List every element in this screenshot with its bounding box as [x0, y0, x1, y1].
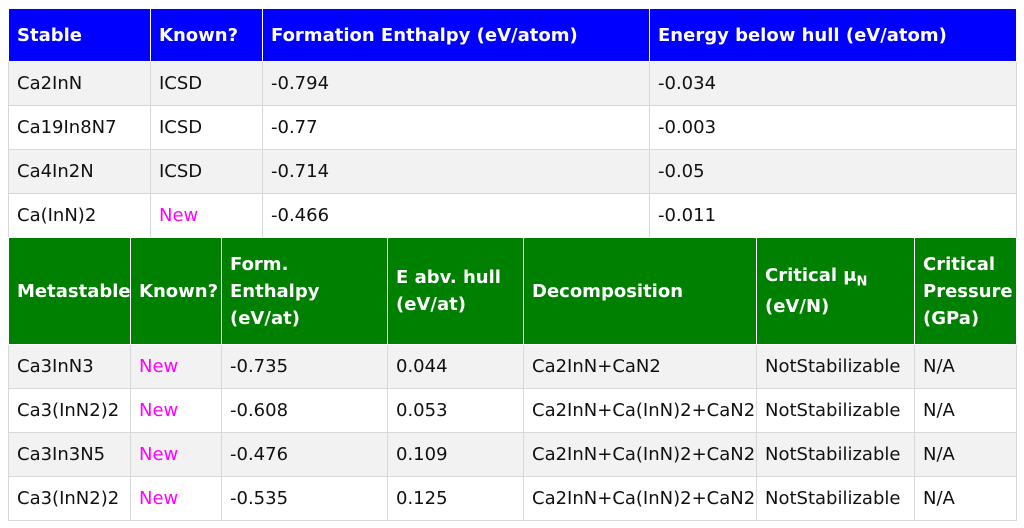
energy-above-hull: 0.053: [387, 388, 524, 433]
compound-name: Ca3In3N5: [8, 432, 131, 477]
critical-mu: NotStabilizable: [756, 432, 915, 477]
formation-enthalpy: -0.714: [262, 149, 650, 194]
metastable-header-row: Metastable Known? Form. Enthalpy (eV/at)…: [8, 237, 1017, 345]
table-row: Ca3In3N5 New -0.476 0.109 Ca2InN+Ca(InN)…: [8, 432, 1017, 477]
metastable-header-known: Known?: [130, 237, 222, 345]
compound-name: Ca19In8N7: [8, 105, 151, 150]
compound-name: Ca2InN: [8, 61, 151, 106]
known-status: ICSD: [150, 61, 263, 106]
critical-mu-label: Critical μ: [765, 265, 857, 287]
decomposition: Ca2InN+Ca(InN)2+CaN2: [523, 388, 757, 433]
decomposition: Ca2InN+Ca(InN)2+CaN2: [523, 432, 757, 477]
stable-header-row: Stable Known? Formation Enthalpy (eV/ato…: [8, 8, 1017, 62]
formation-enthalpy: -0.476: [221, 432, 388, 477]
energy-above-hull: 0.109: [387, 432, 524, 477]
critical-mu-unit: (eV/N): [765, 295, 830, 317]
formation-enthalpy: -0.794: [262, 61, 650, 106]
stable-header-name: Stable: [8, 8, 151, 62]
table-row: Ca(InN)2 New -0.466 -0.011: [8, 193, 1017, 238]
energy-below-hull: -0.011: [649, 193, 1017, 238]
metastable-header-pressure: Critical Pressure (GPa): [914, 237, 1017, 345]
metastable-header-name: Metastable: [8, 237, 131, 345]
compound-name: Ca3InN3: [8, 344, 131, 389]
energy-below-hull: -0.003: [649, 105, 1017, 150]
known-status-new: New: [150, 193, 263, 238]
critical-pressure: N/A: [914, 344, 1017, 389]
formation-enthalpy: -0.535: [221, 476, 388, 521]
stable-header-hull: Energy below hull (eV/atom): [649, 8, 1017, 62]
critical-pressure: N/A: [914, 476, 1017, 521]
known-status-new: New: [130, 432, 222, 477]
known-status-new: New: [130, 344, 222, 389]
stable-header-enthalpy: Formation Enthalpy (eV/atom): [262, 8, 650, 62]
metastable-compounds-table: Metastable Known? Form. Enthalpy (eV/at)…: [8, 237, 1017, 521]
stable-header-known: Known?: [150, 8, 263, 62]
stable-compounds-table: Stable Known? Formation Enthalpy (eV/ato…: [8, 8, 1017, 238]
critical-mu: NotStabilizable: [756, 476, 915, 521]
compound-name: Ca3(InN2)2: [8, 388, 131, 433]
table-row: Ca3InN3 New -0.735 0.044 Ca2InN+CaN2 Not…: [8, 344, 1017, 389]
decomposition: Ca2InN+CaN2: [523, 344, 757, 389]
compound-name: Ca3(InN2)2: [8, 476, 131, 521]
critical-mu: NotStabilizable: [756, 344, 915, 389]
known-status: ICSD: [150, 149, 263, 194]
known-status-new: New: [130, 388, 222, 433]
compound-name: Ca(InN)2: [8, 193, 151, 238]
critical-mu: NotStabilizable: [756, 388, 915, 433]
formation-enthalpy: -0.77: [262, 105, 650, 150]
energy-above-hull: 0.044: [387, 344, 524, 389]
table-row: Ca19In8N7 ICSD -0.77 -0.003: [8, 105, 1017, 150]
table-row: Ca3(InN2)2 New -0.608 0.053 Ca2InN+Ca(In…: [8, 388, 1017, 433]
energy-below-hull: -0.05: [649, 149, 1017, 194]
energy-above-hull: 0.125: [387, 476, 524, 521]
table-row: Ca4In2N ICSD -0.714 -0.05: [8, 149, 1017, 194]
table-row: Ca3(InN2)2 New -0.535 0.125 Ca2InN+Ca(In…: [8, 476, 1017, 521]
metastable-header-decomposition: Decomposition: [523, 237, 757, 345]
table-row: Ca2InN ICSD -0.794 -0.034: [8, 61, 1017, 106]
critical-mu-subscript: N: [856, 275, 868, 291]
energy-below-hull: -0.034: [649, 61, 1017, 106]
metastable-header-hull: E abv. hull (eV/at): [387, 237, 524, 345]
metastable-header-critical-mu: Critical μN (eV/N): [756, 237, 915, 345]
critical-pressure: N/A: [914, 388, 1017, 433]
known-status-new: New: [130, 476, 222, 521]
known-status: ICSD: [150, 105, 263, 150]
decomposition: Ca2InN+Ca(InN)2+CaN2: [523, 476, 757, 521]
critical-pressure: N/A: [914, 432, 1017, 477]
formation-enthalpy: -0.608: [221, 388, 388, 433]
metastable-header-enthalpy: Form. Enthalpy (eV/at): [221, 237, 388, 345]
compound-name: Ca4In2N: [8, 149, 151, 194]
formation-enthalpy: -0.466: [262, 193, 650, 238]
formation-enthalpy: -0.735: [221, 344, 388, 389]
